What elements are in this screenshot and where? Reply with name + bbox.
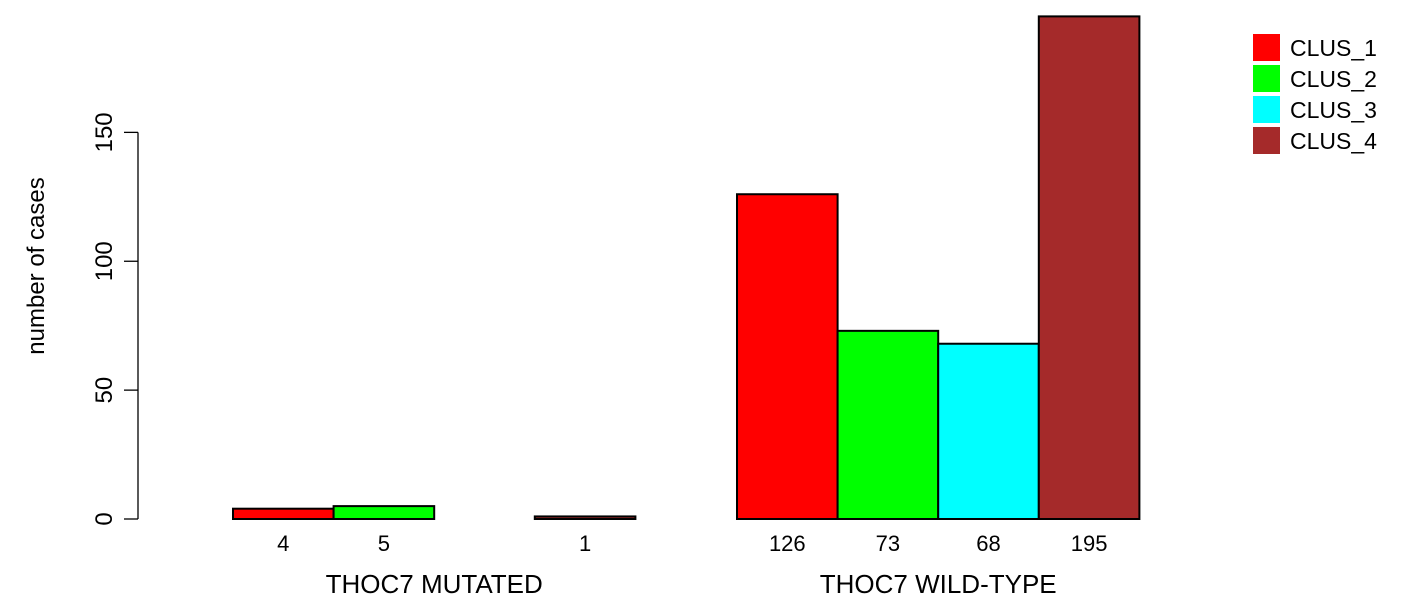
y-tick-label: 50 (91, 377, 118, 404)
legend-swatch (1253, 65, 1280, 92)
legend-swatch (1253, 34, 1280, 61)
group-label: THOC7 WILD-TYPE (820, 569, 1057, 599)
legend-label: CLUS_3 (1290, 97, 1377, 123)
bar-value-label: 1 (579, 531, 591, 556)
bar-clus_1 (232, 507, 335, 521)
legend-label: CLUS_4 (1290, 128, 1377, 154)
y-axis-label: number of cases (23, 177, 50, 354)
y-tick-label: 100 (91, 241, 118, 281)
group-labels: THOC7 MUTATED THOC7 WILD-TYPE (326, 569, 1057, 599)
bar-value-labels: 4 5 1 126 73 68 195 (277, 531, 1107, 556)
legend-swatch (1253, 127, 1280, 154)
legend: CLUS_1 CLUS_2 CLUS_3 CLUS_4 (1253, 34, 1377, 154)
legend-label: CLUS_1 (1290, 35, 1377, 61)
bar-clus_4 (1037, 15, 1141, 520)
legend-swatch (1253, 96, 1280, 123)
bar-value-label: 126 (769, 531, 806, 556)
bar-clus_2 (836, 329, 940, 520)
bar-value-label: 68 (976, 531, 1000, 556)
bar-value-label: 5 (378, 531, 390, 556)
y-tick-label: 0 (91, 512, 118, 525)
bar-clus_1 (736, 193, 839, 521)
legend-label: CLUS_2 (1290, 66, 1377, 92)
group-label: THOC7 MUTATED (326, 569, 543, 599)
bar-clus_3 (937, 342, 1040, 521)
bar-value-label: 4 (277, 531, 289, 556)
bar-value-label: 73 (876, 531, 900, 556)
bar-value-label: 195 (1071, 531, 1108, 556)
bar-clus_4 (533, 515, 637, 520)
bar-clus_2 (332, 505, 436, 520)
y-axis: 0 50 100 150 (91, 112, 139, 526)
y-tick-label: 150 (91, 112, 118, 152)
bars-layer (232, 15, 1141, 521)
